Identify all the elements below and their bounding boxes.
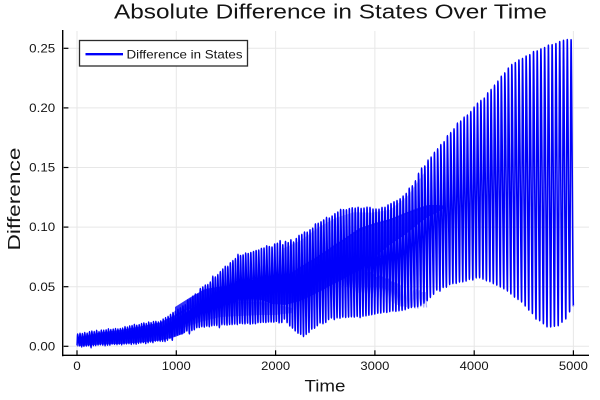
svg-text:1000: 1000 [162,361,191,373]
svg-text:0.25: 0.25 [29,43,55,55]
svg-text:3000: 3000 [360,361,389,373]
svg-text:Difference: Difference [4,148,24,251]
svg-text:2000: 2000 [261,361,290,373]
svg-text:0.20: 0.20 [29,103,55,115]
svg-text:0: 0 [73,361,81,373]
svg-text:0.05: 0.05 [29,282,55,294]
svg-text:0.10: 0.10 [29,222,55,234]
svg-text:Time: Time [305,378,346,396]
svg-text:0.00: 0.00 [29,341,55,353]
svg-text:0.15: 0.15 [29,163,55,175]
svg-text:4000: 4000 [460,361,489,373]
svg-text:Absolute Difference in States: Absolute Difference in States Over Time [114,1,547,24]
svg-text:Difference in States: Difference in States [127,48,243,61]
svg-text:5000: 5000 [559,361,588,373]
